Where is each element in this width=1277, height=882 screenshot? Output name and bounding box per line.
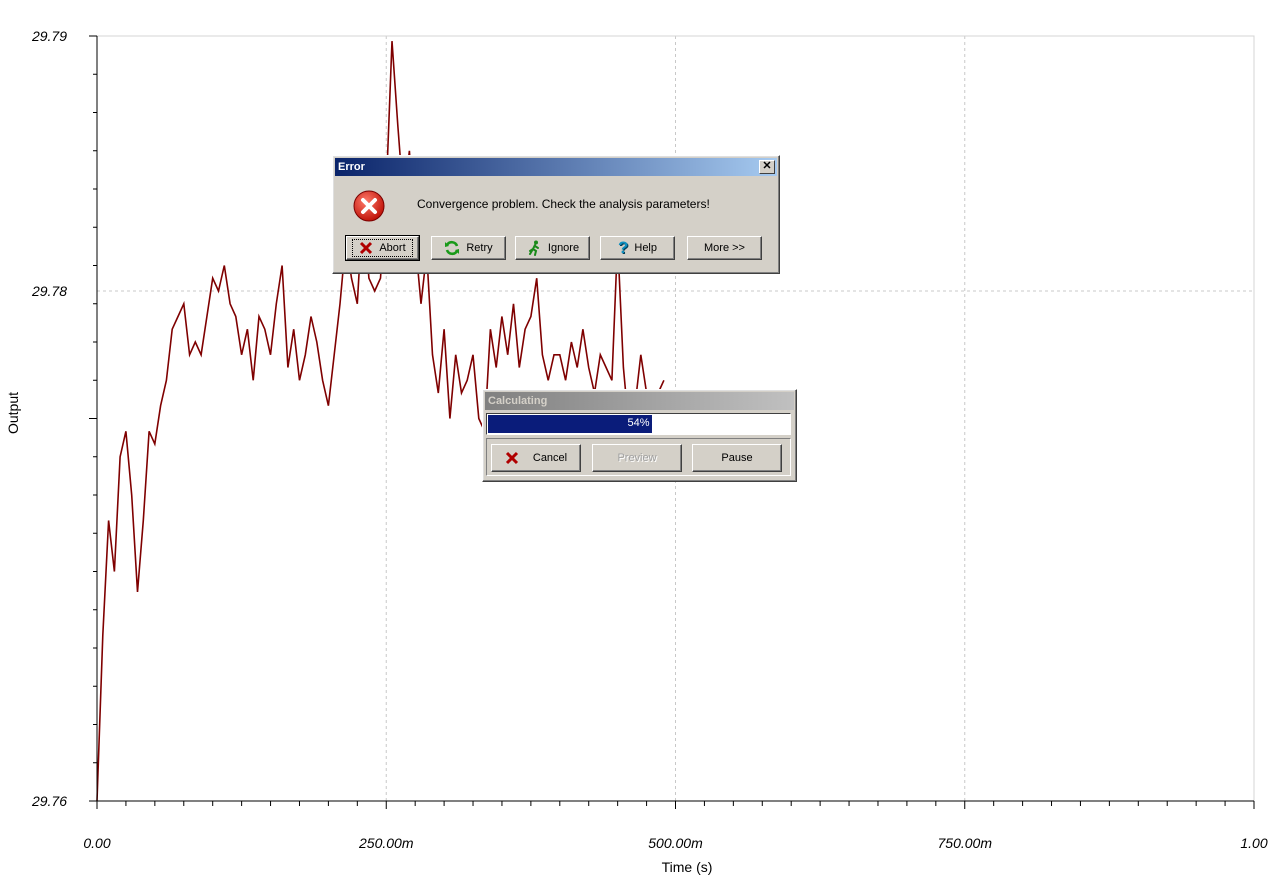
- x-tick-label: 750.00m: [938, 835, 993, 851]
- retry-icon: [445, 240, 460, 256]
- preview-button[interactable]: Preview: [592, 444, 682, 472]
- error-dialog: Error ✕ Convergence problem. Check the a…: [332, 155, 780, 274]
- cancel-label: Cancel: [532, 452, 568, 464]
- progress-bar: 54%: [486, 413, 791, 435]
- x-tick-label: 250.00m: [358, 835, 414, 851]
- preview-label: Preview: [617, 452, 657, 464]
- progress-bar-fill: [488, 415, 652, 433]
- question-mark-icon: ?: [617, 238, 629, 257]
- cancel-icon: [505, 451, 518, 465]
- x-tick-label: 0.00: [83, 835, 110, 851]
- y-tick-label: 29.76: [31, 793, 67, 809]
- cancel-button[interactable]: Cancel: [491, 444, 581, 472]
- retry-label: Retry: [466, 242, 493, 254]
- ignore-button[interactable]: Ignore: [515, 236, 590, 260]
- pause-label: Pause: [721, 452, 753, 464]
- more-button[interactable]: More >>: [687, 236, 762, 260]
- calculating-dialog-title: Calculating: [488, 395, 548, 407]
- abort-label: Abort: [379, 242, 406, 254]
- ignore-label: Ignore: [547, 242, 580, 254]
- y-tick-label: 29.79: [31, 28, 67, 44]
- error-icon: [353, 190, 385, 225]
- button-panel: [486, 438, 791, 476]
- series-line-output: [96, 41, 665, 802]
- help-label: Help: [634, 242, 657, 254]
- pause-button[interactable]: Pause: [692, 444, 782, 472]
- running-man-icon: [528, 240, 539, 256]
- abort-button[interactable]: Abort: [345, 235, 420, 261]
- more-label: More >>: [704, 242, 745, 254]
- error-message: Convergence problem. Check the analysis …: [417, 197, 710, 211]
- y-tick-label: 29.78: [31, 283, 67, 299]
- y-axis-title: Output: [5, 392, 21, 434]
- error-dialog-titlebar[interactable]: Error ✕: [335, 158, 777, 176]
- error-dialog-title: Error: [338, 161, 365, 173]
- abort-icon: [360, 241, 373, 255]
- help-button[interactable]: ? Help: [600, 236, 675, 260]
- calculating-dialog: Calculating 54% Cancel Preview Pause: [482, 389, 797, 482]
- retry-button[interactable]: Retry: [431, 236, 506, 260]
- progress-percent-text: 54%: [627, 417, 650, 429]
- axis-ticks: [89, 35, 1255, 809]
- x-tick-label: 500.00m: [648, 835, 703, 851]
- x-tick-label: 1.00: [1240, 835, 1267, 851]
- close-button[interactable]: ✕: [759, 160, 775, 174]
- calculating-dialog-titlebar[interactable]: Calculating: [485, 392, 794, 410]
- x-axis-title: Time (s): [662, 859, 713, 875]
